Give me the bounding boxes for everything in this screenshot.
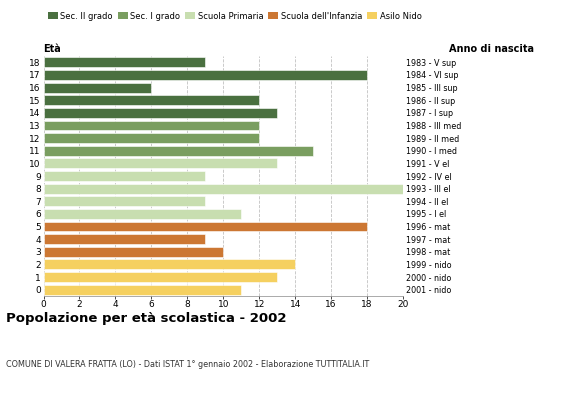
Bar bbox=[44, 196, 205, 206]
Bar bbox=[44, 209, 241, 219]
Bar bbox=[44, 260, 295, 269]
Bar bbox=[44, 83, 151, 92]
Bar bbox=[44, 222, 367, 232]
Bar bbox=[44, 285, 241, 295]
Bar bbox=[44, 70, 367, 80]
Bar bbox=[44, 184, 403, 194]
Bar bbox=[44, 133, 259, 143]
Bar bbox=[44, 234, 205, 244]
Bar bbox=[44, 95, 259, 105]
Bar bbox=[44, 108, 277, 118]
Bar bbox=[44, 146, 313, 156]
Bar bbox=[44, 57, 205, 67]
Text: Età: Età bbox=[44, 44, 61, 54]
Bar bbox=[44, 247, 223, 257]
Bar bbox=[44, 171, 205, 181]
Bar bbox=[44, 272, 277, 282]
Bar bbox=[44, 158, 277, 168]
Bar bbox=[44, 120, 259, 130]
Legend: Sec. II grado, Sec. I grado, Scuola Primaria, Scuola dell'Infanzia, Asilo Nido: Sec. II grado, Sec. I grado, Scuola Prim… bbox=[48, 12, 422, 21]
Text: Anno di nascita: Anno di nascita bbox=[449, 44, 534, 54]
Text: COMUNE DI VALERA FRATTA (LO) - Dati ISTAT 1° gennaio 2002 - Elaborazione TUTTITA: COMUNE DI VALERA FRATTA (LO) - Dati ISTA… bbox=[6, 360, 369, 369]
Text: Popolazione per età scolastica - 2002: Popolazione per età scolastica - 2002 bbox=[6, 312, 287, 325]
